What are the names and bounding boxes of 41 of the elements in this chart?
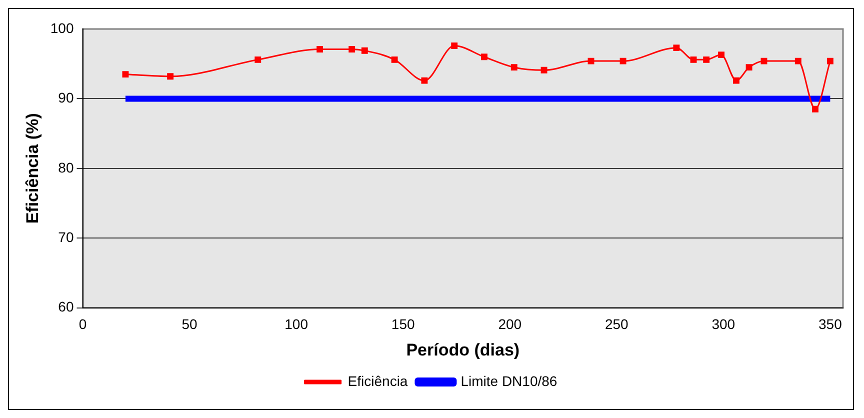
point bbox=[673, 44, 680, 52]
point bbox=[620, 58, 626, 64]
x-tick-label: 350 bbox=[818, 316, 842, 332]
legend-label: Limite DN10/86 bbox=[460, 372, 558, 389]
point bbox=[316, 46, 324, 52]
y-tick-label: 80 bbox=[58, 159, 74, 176]
y-tick-label: 100 bbox=[50, 20, 74, 36]
x-tick-label: 150 bbox=[391, 316, 415, 332]
point bbox=[794, 58, 802, 64]
y-tick-label: 90 bbox=[58, 90, 74, 106]
point bbox=[812, 106, 818, 112]
point bbox=[348, 46, 356, 52]
point bbox=[588, 58, 594, 64]
x-axis-title: Período (dias) bbox=[406, 340, 520, 360]
point bbox=[826, 58, 834, 64]
point bbox=[718, 52, 724, 58]
y-tick-label: 60 bbox=[58, 298, 74, 315]
point bbox=[481, 54, 488, 60]
y-axis-title: Eficiência (%) bbox=[22, 113, 42, 224]
point bbox=[703, 56, 710, 63]
point bbox=[122, 71, 129, 78]
point bbox=[391, 56, 398, 63]
x-tick-label: 250 bbox=[604, 316, 629, 332]
point bbox=[167, 73, 174, 80]
x-tick-label: 200 bbox=[498, 316, 522, 332]
point bbox=[746, 64, 752, 71]
x-tick-label: 0 bbox=[78, 316, 87, 332]
x-tick-label: 300 bbox=[712, 316, 736, 332]
point bbox=[510, 64, 518, 71]
point bbox=[421, 77, 428, 84]
point bbox=[540, 66, 548, 74]
point bbox=[733, 77, 740, 84]
point bbox=[451, 42, 458, 49]
x-tick-label: 100 bbox=[284, 316, 308, 332]
y-tick-label: 70 bbox=[58, 228, 74, 245]
point bbox=[254, 56, 262, 63]
point bbox=[361, 47, 368, 54]
point bbox=[690, 56, 697, 63]
legend-label: Eficiência bbox=[348, 372, 408, 389]
point bbox=[760, 58, 768, 64]
x-tick-label: 50 bbox=[182, 316, 198, 332]
